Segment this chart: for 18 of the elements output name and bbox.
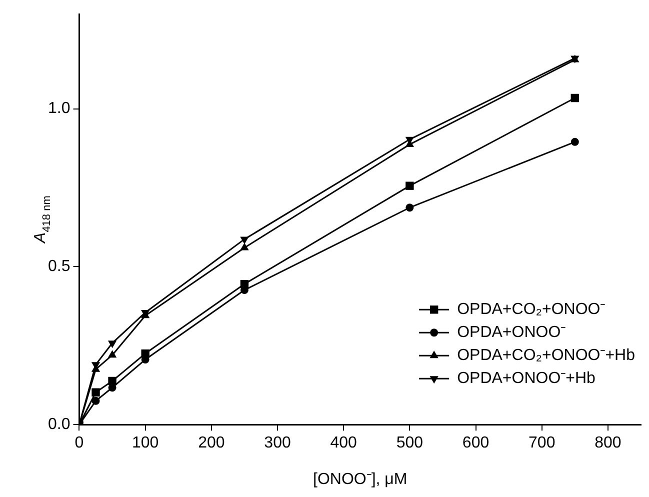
legend-label: OPDA+ONOO⁻ — [457, 324, 566, 342]
y-tick-label: 0.0 — [48, 416, 70, 434]
x-tick-label: 100 — [132, 434, 159, 452]
y-axis-title: A418 nm — [32, 196, 53, 244]
x-tick-label: 600 — [462, 434, 490, 452]
x-tick-label: 800 — [594, 434, 622, 452]
x-axis-title: [ONOO⁻], μM — [313, 470, 408, 488]
legend-label: OPDA+CO₂+ONOO⁻+Hb — [457, 347, 636, 364]
x-tick-label: 200 — [198, 434, 225, 452]
x-tick-label: 300 — [264, 434, 291, 452]
legend-label: OPDA+CO₂+ONOO⁻ — [457, 301, 606, 318]
y-tick-label: 1.0 — [48, 100, 70, 118]
y-tick-label: 0.5 — [48, 258, 70, 276]
x-tick-label: 400 — [330, 434, 358, 452]
legend-label: OPDA+ONOO⁻+Hb — [457, 370, 596, 388]
x-tick-label: 0 — [74, 434, 84, 452]
x-tick-label: 700 — [528, 434, 556, 452]
x-tick-label: 500 — [396, 434, 424, 452]
